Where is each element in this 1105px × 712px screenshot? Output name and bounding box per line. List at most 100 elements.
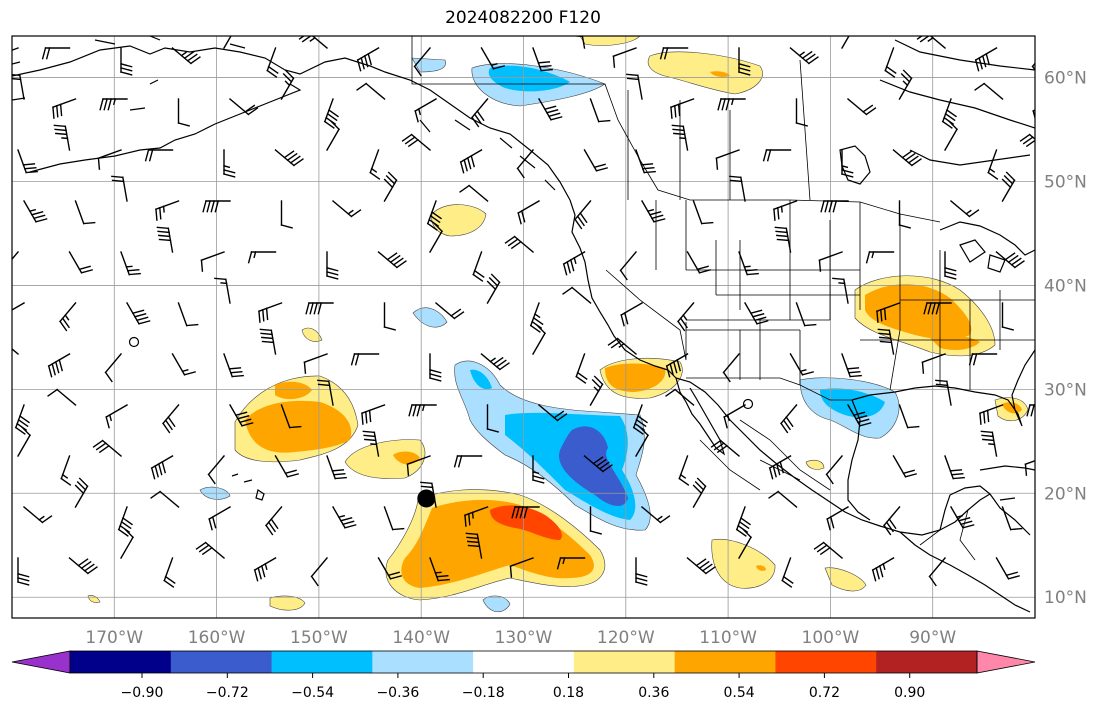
wind-barb [317, 379, 334, 406]
wind-barb [589, 506, 602, 535]
wind-barb [12, 348, 19, 355]
wind-barb [162, 404, 180, 434]
calm-wind-circle [128, 336, 140, 348]
wind-barb [1048, 223, 1060, 252]
longitude-tick-label: 110°W [699, 628, 757, 648]
storm-center-marker[interactable] [417, 489, 436, 508]
wind-barb [280, 404, 302, 429]
colorbar: −0.90 −0.72 −0.54 −0.36 −0.18 0.18 0.36 0.54 0.7… [11, 650, 1036, 701]
wind-barb [155, 200, 180, 221]
wind-barb [60, 455, 72, 486]
colorbar-segment [70, 651, 172, 673]
wind-barb [916, 36, 946, 49]
wind-barb [575, 353, 588, 384]
wind-barb [589, 375, 604, 406]
wind-barb [635, 149, 656, 174]
wind-barb [671, 124, 689, 151]
wind-barb [692, 477, 707, 508]
colorbar-extend-min [11, 650, 71, 674]
wind-barb [74, 477, 89, 508]
wind-barb [532, 455, 545, 484]
wind-barb [426, 200, 442, 231]
wind-barb [813, 541, 843, 559]
wind-barb [332, 506, 357, 529]
wind-barb [12, 47, 19, 51]
wind-barb [729, 175, 746, 202]
wind-barb [350, 353, 380, 366]
wind-barb [641, 200, 666, 223]
wind-barb [326, 120, 340, 151]
political-borders [411, 36, 1035, 561]
wind-barb [408, 404, 437, 417]
wind-barb [163, 557, 176, 588]
wind-barb [950, 200, 980, 218]
wind-barb [258, 302, 283, 323]
page-title: 2024082200 F120 [445, 8, 601, 28]
wind-barb [847, 404, 872, 427]
wind-barb [208, 506, 231, 531]
wind-barb [780, 404, 798, 434]
colorbar-tick-label: −0.36 [376, 685, 419, 701]
colorbar-segment [674, 651, 776, 673]
wind-barb [1046, 201, 1059, 230]
wind-barb [303, 353, 328, 374]
wind-barb [987, 149, 999, 180]
longitude-tick-label: 120°W [597, 628, 655, 648]
wind-barb [738, 47, 751, 76]
colorbar-extend-max [976, 650, 1036, 674]
wind-barb [928, 557, 946, 587]
longitude-tick-label: 90°W [909, 628, 956, 648]
colorbar-segment [473, 651, 575, 673]
wind-barb [871, 557, 895, 582]
colorbar-segment [573, 651, 676, 673]
longitude-tick-label: 130°W [495, 628, 553, 648]
wind-barb [950, 506, 975, 529]
wind-barb [562, 251, 586, 276]
wind-barb [406, 455, 431, 476]
wind-barb [735, 506, 751, 537]
colorbar-segment [876, 651, 978, 673]
wind-barb [171, 47, 201, 65]
wind-barb [383, 302, 396, 331]
wind-barb [117, 506, 133, 537]
latitude-tick-label: 60°N [1044, 69, 1087, 89]
wind-barb [825, 455, 843, 485]
wind-barb [59, 302, 77, 332]
wind-barb [841, 149, 854, 178]
wind-barb [898, 69, 913, 100]
wind-barb [326, 251, 339, 280]
wind-barb [435, 302, 465, 320]
wind-barb [826, 506, 849, 531]
wind-barb [1001, 302, 1014, 331]
wind-barb [53, 124, 71, 151]
wind-barb [465, 532, 483, 559]
wind-barb [414, 98, 437, 123]
wind-barb [401, 133, 431, 151]
wind-barb [865, 251, 895, 264]
wind-barb [876, 302, 901, 323]
colorbar-tick-label: −0.90 [121, 685, 164, 701]
wind-barb [259, 328, 277, 355]
wind-barb [516, 149, 534, 179]
wind-barb [120, 528, 134, 559]
latitude-tick-label: 50°N [1044, 173, 1087, 193]
wind-barb [247, 251, 277, 264]
wind-barb [773, 200, 798, 221]
wind-barb [429, 222, 443, 253]
wind-barb [1048, 354, 1059, 381]
wind-barb [486, 273, 501, 304]
wind-barb [665, 353, 689, 378]
colorbar-segment [170, 651, 273, 673]
wind-barb [23, 200, 48, 223]
wind-barb [266, 47, 279, 78]
wind-barb [538, 404, 568, 422]
longitude-tick-label: 100°W [802, 628, 860, 648]
wind-barb [207, 455, 225, 485]
wind-barb [223, 149, 236, 178]
wind-barb [14, 404, 30, 435]
wind-barb [818, 251, 843, 272]
wind-barb [471, 98, 489, 128]
longitude-tick-label: 140°W [392, 628, 450, 648]
wind-barb [52, 98, 77, 119]
